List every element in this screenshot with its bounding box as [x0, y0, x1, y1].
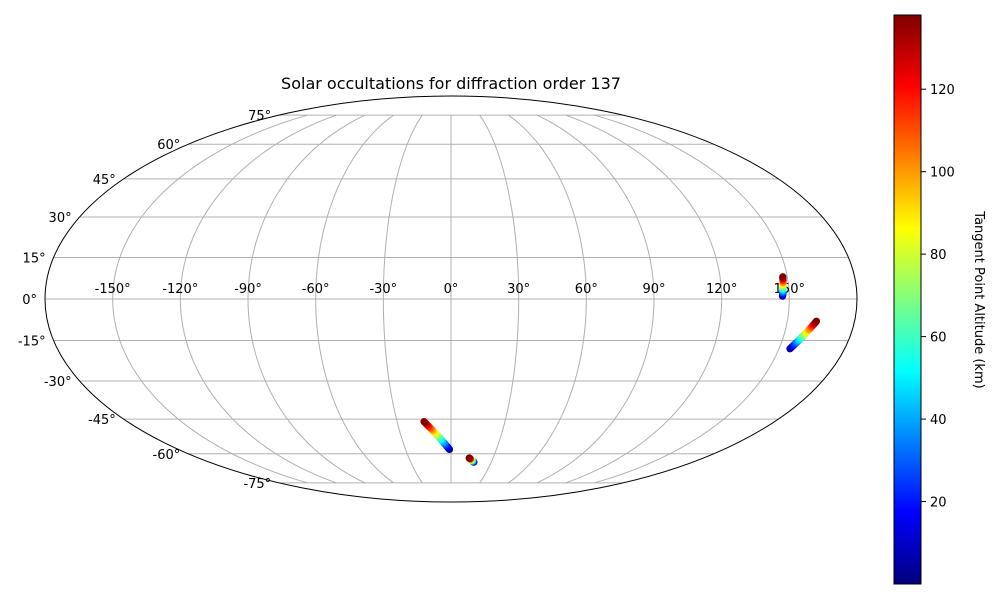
occultation-point: [779, 273, 787, 281]
chart-title: Solar occultations for diffraction order…: [281, 74, 621, 93]
meridian-line: [112, 114, 308, 484]
colorbar-tick-label: 120: [930, 83, 955, 98]
meridian-line: [315, 114, 395, 484]
latitude-tick-label: -60°: [153, 448, 181, 463]
occultation-point: [465, 454, 473, 462]
meridian-line: [382, 114, 423, 484]
latitude-tick-label: -15°: [18, 335, 46, 350]
meridian-line: [247, 114, 366, 484]
longitude-tick-label: 90°: [642, 282, 665, 297]
latitude-tick-label: 15°: [23, 251, 46, 266]
colorbar-ticks: 20 40 60 80 100 120: [921, 83, 955, 511]
latitude-tick-label: 75°: [248, 109, 271, 124]
longitude-tick-label: 120°: [706, 282, 737, 297]
latitude-tick-label: -30°: [44, 375, 72, 390]
latitude-tick-label: 60°: [157, 138, 180, 153]
map-outline: [44, 95, 858, 503]
longitude-tick-label: 30°: [507, 282, 530, 297]
meridian-line: [479, 114, 520, 484]
latitude-tick-labels: -75° -60° -45° -30° -15° 0° 15° 30° 45° 60° 75°: [18, 109, 271, 492]
meridian-line: [179, 114, 337, 484]
latitude-tick-label: -45°: [88, 413, 116, 428]
occultation-point: [420, 418, 428, 426]
longitude-tick-label: -60°: [302, 282, 330, 297]
longitude-tick-labels: -150° -120° -90° -60° -30° 0° 30° 60° 90° 120° 150…: [95, 282, 805, 297]
longitude-tick-label: -120°: [162, 282, 198, 297]
colorbar-gradient: [893, 14, 922, 585]
latitude-tick-label: 30°: [49, 211, 72, 226]
meridian-line: [536, 114, 655, 484]
latitude-tick-label: 0°: [22, 293, 37, 308]
longitude-tick-label: -150°: [95, 282, 131, 297]
longitude-tick-label: -30°: [369, 282, 397, 297]
longitude-tick-label: 150°: [774, 282, 805, 297]
meridian-line: [565, 114, 723, 484]
occultation-points: [420, 273, 821, 466]
meridian-line: [507, 114, 587, 484]
longitude-tick-label: -90°: [234, 282, 262, 297]
occultation-point: [812, 317, 821, 325]
colorbar-tick-label: 60: [930, 331, 947, 346]
colorbar-label: Tangent Point Altitude (km): [971, 210, 986, 388]
colorbar-tick-label: 80: [930, 248, 947, 263]
graticule: [45, 114, 857, 484]
latitude-tick-label: -75°: [243, 477, 271, 492]
colorbar: 20 40 60 80 100 120 Tangent Point Altitude (k…: [893, 14, 986, 585]
longitude-tick-label: 60°: [575, 282, 598, 297]
colorbar-tick-label: 40: [930, 413, 947, 428]
colorbar-tick-label: 100: [930, 166, 955, 181]
colorbar-tick-label: 20: [930, 496, 947, 511]
longitude-tick-label: 0°: [444, 282, 459, 297]
meridian-line: [594, 114, 790, 484]
latitude-tick-label: 45°: [93, 173, 116, 188]
